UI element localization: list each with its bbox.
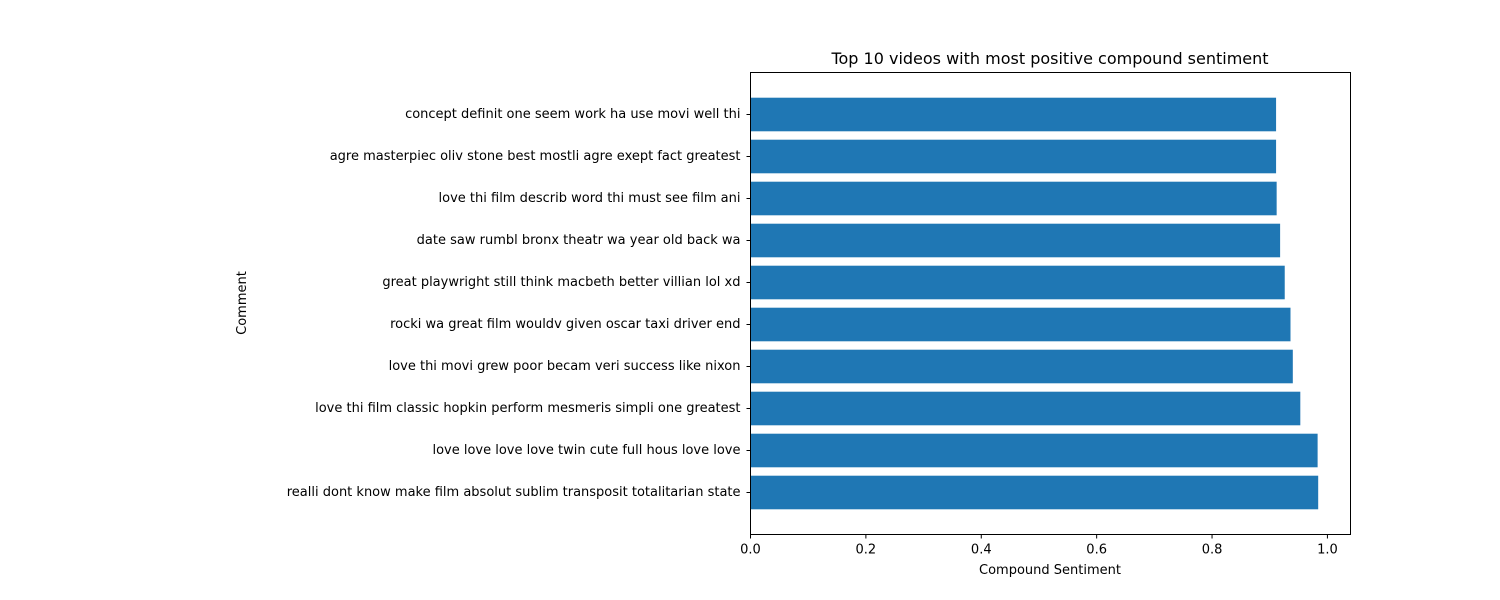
x-tick-label: 0.6 [1086, 543, 1107, 558]
x-tick-label: 0.2 [856, 543, 877, 558]
bar [750, 475, 1319, 510]
chart-title: Top 10 videos with most positive compoun… [830, 49, 1268, 68]
y-tick-label: concept definit one seem work ha use mov… [405, 107, 740, 122]
bar [750, 223, 1281, 258]
y-tick-label: agre masterpiec oliv stone best mostli a… [330, 149, 741, 164]
x-tick-label: 1.0 [1317, 543, 1338, 558]
bar [750, 97, 1277, 132]
bar [750, 433, 1318, 468]
y-tick-label: great playwright still think macbeth bet… [382, 275, 740, 290]
x-tick-group: 0.0 0.2 0.4 0.6 0.8 1.0 [740, 534, 1338, 558]
y-tick-label: date saw rumbl bronx theatr wa year old … [417, 233, 741, 248]
x-tick-label: 0.4 [971, 543, 992, 558]
x-tick-label: 0.0 [740, 543, 761, 558]
y-tick-label: rocki wa great film wouldv given oscar t… [390, 317, 740, 332]
x-tick-label: 0.8 [1202, 543, 1223, 558]
bars-group [750, 97, 1319, 510]
y-tick-label: love thi film classic hopkin perform mes… [315, 401, 740, 416]
bar [750, 349, 1293, 384]
y-tick-group: realli dont know make film absolut subli… [287, 107, 751, 500]
y-tick-label: realli dont know make film absolut subli… [287, 485, 741, 500]
bar [750, 139, 1277, 174]
y-tick-label: love thi movi grew poor becam veri succe… [389, 359, 741, 374]
y-tick-label: love love love love twin cute full hous … [432, 443, 740, 458]
x-axis-label: Compound Sentiment [979, 563, 1121, 578]
bar [750, 307, 1291, 342]
y-tick-label: love thi film describ word thi must see … [439, 191, 741, 206]
plot-frame [750, 72, 1351, 535]
bar [750, 181, 1277, 216]
bar [750, 391, 1301, 426]
bar [750, 265, 1285, 300]
y-axis-label: Comment [235, 271, 250, 335]
